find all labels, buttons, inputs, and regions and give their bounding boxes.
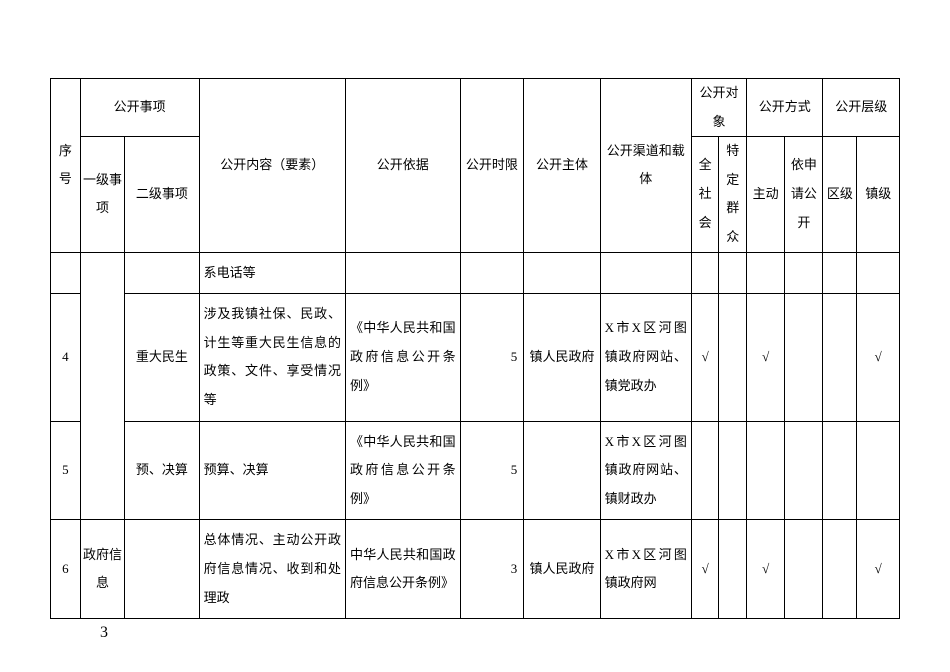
cell-t-all — [691, 252, 719, 294]
cell-t-spec — [719, 520, 747, 619]
cell-l2: 预、决算 — [125, 421, 199, 520]
cell-lv-district — [823, 252, 857, 294]
table-row: 4 重大民生 涉及我镇社保、民政、计生等重大民生信息的政策、文件、享受情况等 《… — [51, 294, 900, 421]
cell-m-apply — [785, 294, 823, 421]
table-row: 5 预、决算 预算、决算 《中华人民共和国政府信息公开条例》 5 X市X区河图镇… — [51, 421, 900, 520]
cell-subject: 镇人民政府 — [524, 520, 600, 619]
cell-basis: 《中华人民共和国政府信息公开条例》 — [346, 294, 461, 421]
col-basis: 公开依据 — [346, 79, 461, 253]
cell-m-active — [747, 421, 785, 520]
col-content: 公开内容（要素） — [199, 79, 345, 253]
cell-subject — [524, 252, 600, 294]
cell-basis — [346, 252, 461, 294]
col-m-apply: 依申请公开 — [785, 137, 823, 252]
col-method: 公开方式 — [747, 79, 823, 137]
page: 序号 公开事项 公开内容（要素） 公开依据 公开时限 公开主体 公开渠道和载体 … — [0, 0, 950, 672]
col-l2: 二级事项 — [125, 137, 199, 252]
cell-content: 涉及我镇社保、民政、计生等重大民生信息的政策、文件、享受情况等 — [199, 294, 345, 421]
cell-l1: 政府信息 — [80, 520, 125, 619]
cell-lv-district — [823, 294, 857, 421]
cell-content: 总体情况、主动公开政府信息情况、收到和处理政 — [199, 520, 345, 619]
table-row: 系电话等 — [51, 252, 900, 294]
cell-m-active: √ — [747, 520, 785, 619]
cell-timelimit: 5 — [460, 421, 524, 520]
cell-content: 系电话等 — [199, 252, 345, 294]
table-row: 6 政府信息 总体情况、主动公开政府信息情况、收到和处理政 中华人民共和国政府信… — [51, 520, 900, 619]
cell-subject — [524, 421, 600, 520]
cell-basis: 中华人民共和国政府信息公开条例》 — [346, 520, 461, 619]
cell-lv-town — [857, 252, 900, 294]
cell-t-spec — [719, 252, 747, 294]
cell-lv-district — [823, 520, 857, 619]
cell-m-apply — [785, 421, 823, 520]
cell-channel: X市X区河图镇政府网站、镇党政办 — [600, 294, 691, 421]
cell-l2 — [125, 252, 199, 294]
cell-lv-town: √ — [857, 294, 900, 421]
cell-m-active — [747, 252, 785, 294]
col-matter: 公开事项 — [80, 79, 199, 137]
cell-timelimit — [460, 252, 524, 294]
cell-t-spec — [719, 421, 747, 520]
col-subject: 公开主体 — [524, 79, 600, 253]
cell-seq: 5 — [51, 421, 81, 520]
cell-m-active: √ — [747, 294, 785, 421]
cell-lv-district — [823, 421, 857, 520]
col-timelimit: 公开时限 — [460, 79, 524, 253]
cell-m-apply — [785, 252, 823, 294]
col-lv-town: 镇级 — [857, 137, 900, 252]
cell-m-apply — [785, 520, 823, 619]
cell-basis: 《中华人民共和国政府信息公开条例》 — [346, 421, 461, 520]
col-channel: 公开渠道和载体 — [600, 79, 691, 253]
col-seq: 序号 — [51, 79, 81, 253]
header-row-1: 序号 公开事项 公开内容（要素） 公开依据 公开时限 公开主体 公开渠道和载体 … — [51, 79, 900, 137]
cell-l2: 重大民生 — [125, 294, 199, 421]
cell-lv-town — [857, 421, 900, 520]
cell-content: 预算、决算 — [199, 421, 345, 520]
cell-timelimit: 5 — [460, 294, 524, 421]
page-number: 3 — [100, 624, 108, 642]
col-target: 公开对象 — [691, 79, 746, 137]
cell-t-all: √ — [691, 520, 719, 619]
cell-channel: X市X区河图镇政府网 — [600, 520, 691, 619]
col-l1: 一级事项 — [80, 137, 125, 252]
disclosure-table: 序号 公开事项 公开内容（要素） 公开依据 公开时限 公开主体 公开渠道和载体 … — [50, 78, 900, 619]
cell-timelimit: 3 — [460, 520, 524, 619]
cell-seq: 6 — [51, 520, 81, 619]
cell-channel — [600, 252, 691, 294]
cell-t-spec — [719, 294, 747, 421]
col-lv-district: 区级 — [823, 137, 857, 252]
col-level: 公开层级 — [823, 79, 900, 137]
cell-subject: 镇人民政府 — [524, 294, 600, 421]
cell-l1 — [80, 252, 125, 520]
col-m-active: 主动 — [747, 137, 785, 252]
cell-t-all: √ — [691, 294, 719, 421]
cell-l2 — [125, 520, 199, 619]
cell-lv-town: √ — [857, 520, 900, 619]
col-t-spec: 特定群众 — [719, 137, 747, 252]
cell-seq — [51, 252, 81, 294]
cell-seq: 4 — [51, 294, 81, 421]
col-t-all: 全社会 — [691, 137, 719, 252]
cell-channel: X市X区河图镇政府网站、镇财政办 — [600, 421, 691, 520]
cell-t-all — [691, 421, 719, 520]
